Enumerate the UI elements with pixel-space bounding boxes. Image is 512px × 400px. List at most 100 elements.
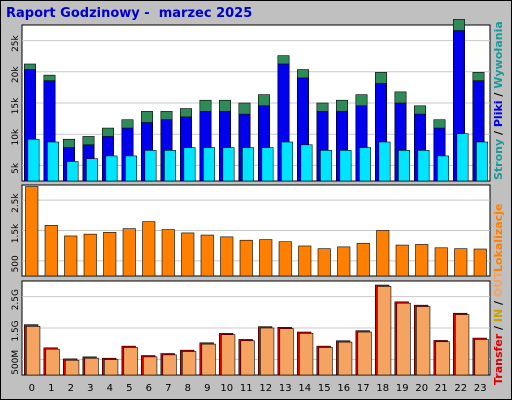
bar-transfer-out bbox=[279, 328, 294, 376]
x-hour-label: 19 bbox=[396, 383, 409, 394]
bar-wywolania bbox=[456, 133, 469, 182]
legend-pliki: Pliki bbox=[492, 100, 505, 127]
legend-top: Strony / Pliki / Wywołania bbox=[492, 21, 505, 180]
bar-wywolania bbox=[261, 147, 274, 182]
x-hour-label: 7 bbox=[165, 383, 171, 394]
x-hour-label: 15 bbox=[318, 383, 331, 394]
bar-transfer-out bbox=[357, 331, 372, 376]
x-hour-label: 9 bbox=[204, 383, 210, 394]
legend-transfer: Transfer bbox=[492, 333, 505, 385]
x-hour-labels: 0 1 2 3 4 5 6 7 8 9 10 11 12 13 14 15 16 17 18 19 20 21 22 23 bbox=[29, 383, 487, 394]
bar-lokalizacje bbox=[434, 247, 448, 277]
bar-transfer-out bbox=[181, 351, 197, 376]
legend-sep4: / bbox=[492, 297, 505, 309]
legend-sep1: / bbox=[492, 127, 505, 139]
bar-wywolania bbox=[417, 150, 430, 182]
legend-in: IN bbox=[492, 309, 505, 322]
x-hour-label: 0 bbox=[29, 383, 35, 394]
x-hour-label: 12 bbox=[259, 383, 272, 394]
bar-lokalizacje bbox=[473, 248, 487, 277]
y-tick-label: 5k bbox=[11, 162, 21, 174]
y-tick-label: 1.5G bbox=[11, 320, 21, 341]
y-tick-labels: 5k 10k 15k 20k 25k 500 1.5k 2.5k 500M 1.5G 2.5G bbox=[11, 34, 21, 374]
bar-wywolania bbox=[398, 150, 410, 182]
bar-lokalizacje bbox=[415, 244, 429, 277]
legend-bottom: Transfer / IN / OUT bbox=[492, 271, 505, 385]
y-tick-label: 15k bbox=[11, 97, 21, 114]
bar-lokalizacje bbox=[220, 236, 234, 277]
bar-lokalizacje bbox=[181, 232, 195, 277]
bar-wywolania bbox=[359, 147, 371, 182]
bar-transfer-out bbox=[454, 314, 470, 376]
x-hour-label: 3 bbox=[87, 383, 93, 394]
bar-wywolania bbox=[66, 161, 79, 182]
bar-lokalizacje bbox=[317, 248, 331, 277]
x-hour-label: 4 bbox=[107, 383, 113, 394]
x-hour-label: 17 bbox=[357, 383, 370, 394]
bar-lokalizacje bbox=[395, 244, 409, 277]
bar-lokalizacje bbox=[64, 235, 78, 277]
y-tick-label: 25k bbox=[11, 34, 21, 51]
chart-bars bbox=[24, 19, 489, 376]
bar-wywolania bbox=[203, 147, 215, 182]
bar-wywolania bbox=[339, 150, 352, 182]
bar-transfer-out bbox=[25, 326, 41, 376]
x-hour-label: 6 bbox=[146, 383, 152, 394]
legend-out: OUT bbox=[492, 271, 505, 297]
bar-wywolania bbox=[300, 144, 313, 182]
legend-wywolania: Wywołania bbox=[492, 21, 505, 89]
bar-transfer-out bbox=[240, 340, 255, 376]
x-hour-label: 18 bbox=[376, 383, 389, 394]
bar-lokalizacje bbox=[142, 221, 156, 277]
chart-title: Raport Godzinowy - marzec 2025 bbox=[6, 6, 253, 21]
bar-lokalizacje bbox=[356, 242, 370, 277]
y-tick-label: 10k bbox=[11, 128, 21, 145]
bar-wywolania bbox=[125, 155, 137, 182]
x-hour-label: 2 bbox=[68, 383, 74, 394]
y-tick-label: 2.5G bbox=[11, 289, 21, 310]
bar-transfer-out bbox=[318, 347, 333, 376]
bar-lokalizacje bbox=[83, 233, 97, 277]
bar-transfer-out bbox=[64, 359, 80, 376]
bar-transfer-out bbox=[201, 343, 216, 376]
bar-wywolania bbox=[144, 150, 157, 182]
bar-wywolania bbox=[27, 138, 40, 182]
bar-lokalizacje bbox=[25, 186, 39, 277]
bar-lokalizacje bbox=[103, 232, 117, 277]
x-hour-label: 23 bbox=[474, 383, 487, 394]
bar-transfer-out bbox=[162, 354, 177, 376]
bar-lokalizacje bbox=[376, 230, 390, 277]
bar-transfer-out bbox=[259, 327, 275, 376]
x-hour-label: 13 bbox=[279, 383, 292, 394]
x-hour-label: 8 bbox=[185, 383, 191, 394]
bar-lokalizacje bbox=[278, 241, 292, 277]
bar-lokalizacje bbox=[298, 245, 312, 277]
bar-transfer-out bbox=[474, 339, 489, 376]
x-hour-label: 1 bbox=[48, 383, 54, 394]
bar-lokalizacje bbox=[44, 225, 58, 277]
bar-wywolania bbox=[476, 141, 488, 182]
bar-transfer-out bbox=[396, 302, 411, 376]
plot-panels bbox=[21, 24, 491, 376]
bar-wywolania bbox=[320, 150, 332, 182]
bar-transfer-out bbox=[220, 334, 236, 376]
legend-strony: Strony bbox=[492, 139, 505, 180]
bar-transfer-out bbox=[376, 286, 392, 376]
bar-wywolania bbox=[281, 141, 293, 182]
bar-lokalizacje bbox=[454, 248, 468, 277]
bar-wywolania bbox=[378, 141, 391, 182]
bar-wywolania bbox=[47, 141, 59, 182]
y-tick-label: 1.5k bbox=[11, 223, 21, 243]
legend-sep3: / bbox=[492, 322, 505, 334]
bar-transfer-out bbox=[103, 359, 119, 376]
legend-lokalizacje: Lokalizacje bbox=[492, 204, 505, 272]
y-tick-label: 2.5k bbox=[11, 193, 21, 213]
bar-transfer-out bbox=[435, 341, 450, 376]
bar-lokalizacje bbox=[161, 229, 175, 277]
x-hour-label: 11 bbox=[240, 383, 253, 394]
bar-transfer-out bbox=[337, 341, 353, 376]
y-tick-label: 500 bbox=[11, 255, 21, 272]
bar-transfer-out bbox=[123, 347, 138, 376]
bar-wywolania bbox=[222, 147, 235, 182]
